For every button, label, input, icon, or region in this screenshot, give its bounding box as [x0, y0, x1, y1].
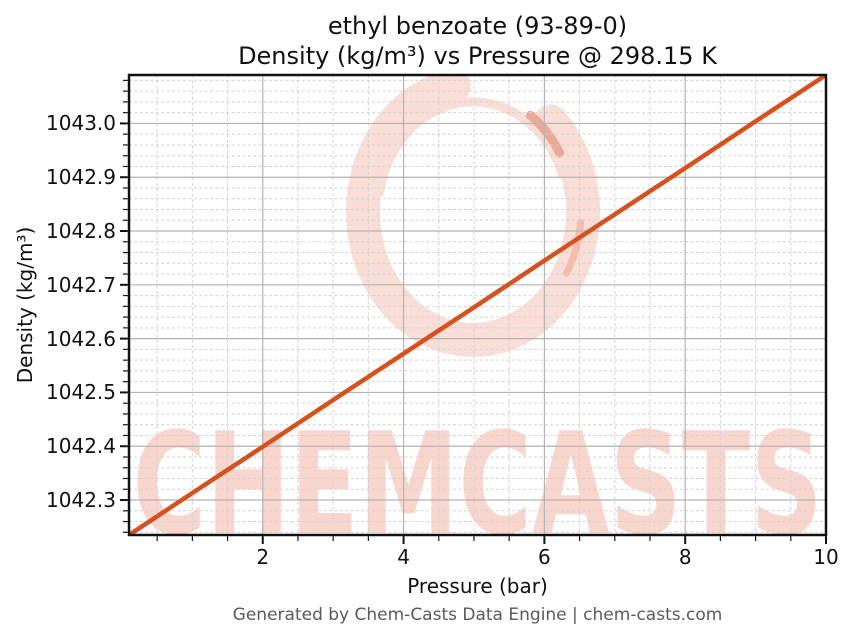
chart-title: ethyl benzoate (93-89-0) Density (kg/m³)… — [129, 11, 826, 71]
chemcasts-logo-accent — [525, 110, 565, 158]
chemcasts-logo-accent2 — [563, 219, 585, 277]
grid-layer — [129, 75, 826, 535]
chart-title-line2: Density (kg/m³) vs Pressure @ 298.15 K — [238, 42, 717, 70]
y-tick-label: 1042.6 — [46, 326, 116, 351]
chart-title-line1: ethyl benzoate (93-89-0) — [327, 12, 628, 40]
y-tick-label: 1042.5 — [46, 380, 116, 405]
y-tick-label: 1042.9 — [46, 165, 116, 190]
x-tick-label: 4 — [397, 545, 410, 569]
y-tick-label: 1042.4 — [46, 434, 116, 459]
footer-text: Generated by Chem-Casts Data Engine | ch… — [232, 605, 723, 625]
x-tick-label: 6 — [538, 545, 551, 569]
x-axis-label: Pressure (bar) — [407, 574, 548, 598]
x-tick-label: 10 — [813, 545, 839, 569]
axis-ticks — [120, 79, 827, 544]
y-axis-label: Density (kg/m³) — [13, 226, 37, 384]
chemcasts-logo-watermark — [345, 75, 600, 357]
x-tick-label: 8 — [678, 545, 692, 569]
y-tick-label: 1042.7 — [46, 272, 116, 297]
x-tick-label: 2 — [256, 545, 270, 569]
y-tick-label: 1042.8 — [46, 219, 116, 244]
y-tick-label: 1042.3 — [46, 488, 116, 513]
density-line — [129, 75, 826, 535]
plot-border — [127, 73, 828, 537]
y-tick-label: 1043.0 — [46, 111, 116, 136]
